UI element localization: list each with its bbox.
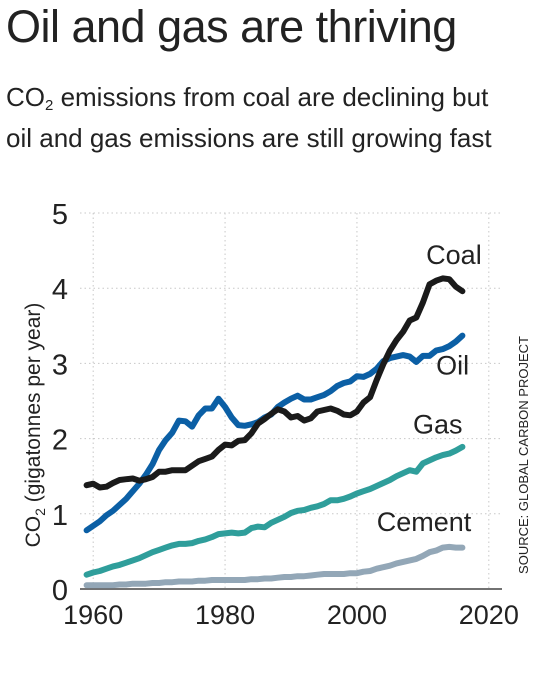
y-tick-4: 4 [52,274,68,306]
subtitle-subscript: 2 [45,97,54,114]
subtitle-co: CO [6,82,45,112]
series-line-gas [83,443,466,578]
source-note: SOURCE: GLOBAL CARBON PROJECT [516,336,531,574]
x-tick-labels: 1960 1980 2000 2020 [63,600,519,630]
y-tick-3: 3 [52,349,68,381]
series-lines [83,275,466,589]
series-line-cement [83,543,466,589]
series-label-coal: Coal [426,240,482,270]
series-line-oil [83,332,466,534]
chart-title: Oil and gas are thriving [6,1,457,52]
y-tick-5: 5 [52,199,68,231]
series-labels: Coal Oil Gas Cement [377,240,482,537]
subtitle-text: emissions from coal are declining but oi… [6,82,492,153]
chart-subtitle: CO2 emissions from coal are declining bu… [6,81,506,155]
series-label-gas: Gas [413,409,463,439]
series-label-cement: Cement [377,507,472,537]
x-tick-2020: 2020 [459,600,519,630]
y-tick-0: 0 [52,575,68,607]
y-axis-label-rest: (gigatonnes per year) [22,303,45,508]
grid-lines [80,212,502,589]
series-label-oil: Oil [436,351,469,381]
y-axis-label: CO2 (gigatonnes per year) [22,303,48,548]
y-tick-labels: 0 1 2 3 4 5 [52,199,68,607]
y-tick-2: 2 [52,425,68,457]
y-axis-label-subscript: 2 [32,508,48,516]
x-tick-2000: 2000 [327,600,387,630]
x-tick-1980: 1980 [195,600,255,630]
x-tick-1960: 1960 [63,600,123,630]
y-axis-label-co: CO [22,516,45,548]
series-line-coal [83,275,466,491]
y-tick-1: 1 [52,500,68,532]
